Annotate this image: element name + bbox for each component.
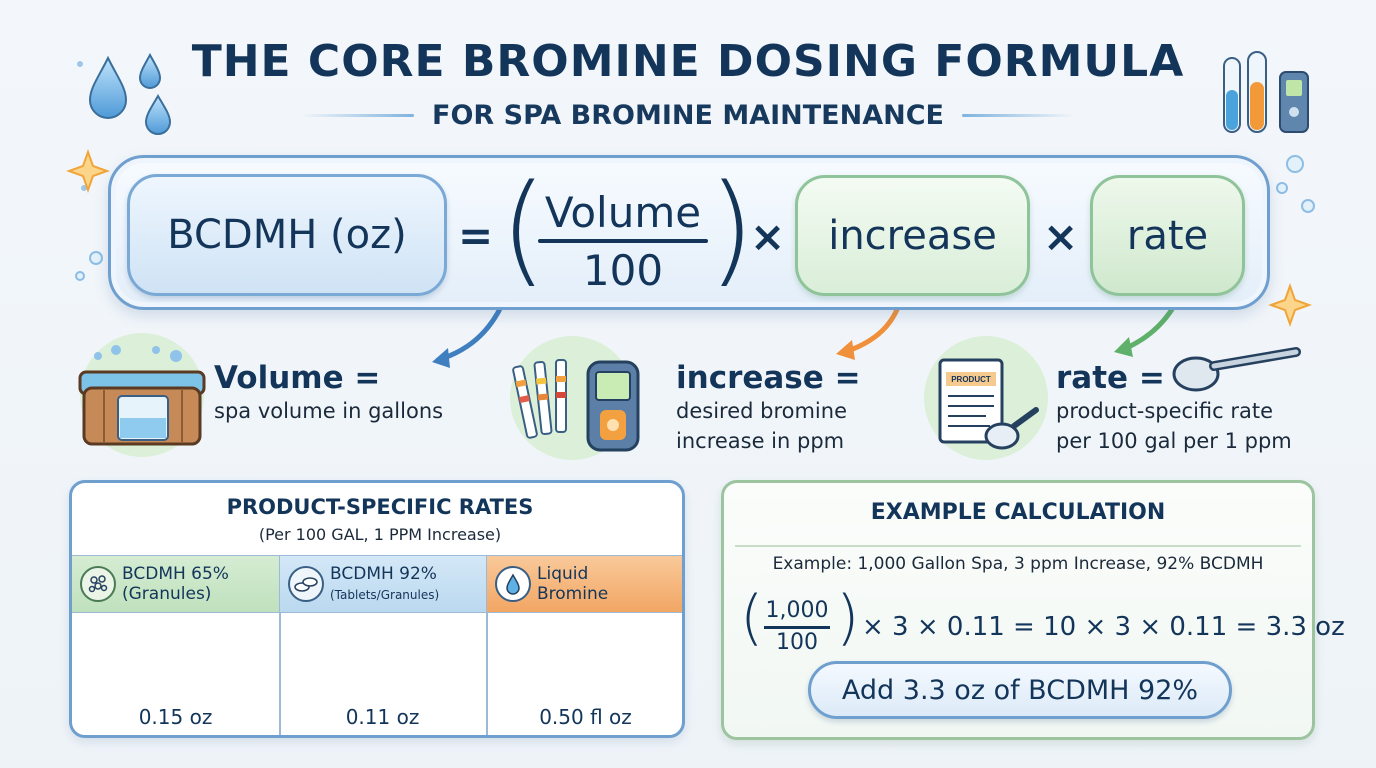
formula-times-1: × [750, 212, 786, 261]
formula-times-2: × [1043, 212, 1079, 261]
formula-increase-pill: increase [795, 175, 1030, 296]
product-rates-panel: PRODUCT-SPECIFIC RATES (Per 100 GAL, 1 P… [69, 480, 685, 738]
definition-volume-term: Volume = [214, 360, 381, 396]
sparkle-icon [66, 149, 110, 193]
bubbles-icon [75, 155, 1315, 281]
definition-increase-term: increase = [676, 360, 861, 396]
test-tubes-icon [1223, 51, 1309, 133]
example-left-paren: ( [740, 583, 764, 653]
product-label-icon [938, 358, 1039, 450]
rate-name: Liquid [537, 564, 589, 584]
example-fraction-bar [764, 626, 830, 629]
definition-volume-text: spa volume in gallons [214, 399, 444, 423]
definition-increase-line1: desired bromine [676, 399, 847, 423]
formula-fraction-bar [538, 239, 708, 243]
water-drops-icon [77, 52, 172, 191]
rate-value-liquid-bromine: 0.50 fl oz [539, 705, 632, 729]
subtitle-row: FOR SPA BROMINE MAINTENANCE [300, 98, 1076, 132]
definition-rate-line1: product-specific rate [1056, 399, 1274, 423]
formula-numerator: Volume [544, 188, 702, 237]
subtitle-divider-right [961, 113, 1076, 117]
definition-increase-line2: increase in ppm [676, 429, 845, 453]
rate-detail: (Granules) [122, 584, 212, 604]
formula-equals: = [458, 211, 494, 260]
formula-lhs-pill: BCDMH (oz) [127, 174, 447, 296]
rates-title: PRODUCT-SPECIFIC RATES [226, 495, 534, 519]
page-subtitle: FOR SPA BROMINE MAINTENANCE [432, 99, 944, 131]
drop-icon [495, 566, 531, 602]
column-divider [279, 613, 281, 735]
hot-tub-icon [78, 345, 206, 446]
example-scenario: Example: 1,000 Gallon Spa, 3 ppm Increas… [772, 554, 1264, 574]
page-title: THE CORE BROMINE DOSING FORMULA [191, 36, 1185, 87]
example-numerator: 1,000 [765, 598, 829, 623]
measuring-scoop-icon [1172, 347, 1301, 392]
rate-name: BCDMH 65% [122, 564, 229, 584]
rate-header-liquid-bromine: Liquid Bromine [486, 555, 682, 613]
rate-detail: Bromine [537, 584, 609, 604]
subtitle-divider-left [300, 113, 415, 117]
definition-rate-term: rate = [1056, 360, 1165, 396]
rate-detail: (Tablets/Granules) [330, 587, 440, 602]
rate-header-bcdmh-65: BCDMH 65% (Granules) [72, 555, 279, 613]
test-strips-icon [512, 359, 567, 439]
formula-denominator: 100 [582, 246, 664, 295]
meter-icon [586, 360, 640, 452]
product-label-text: PRODUCT [951, 375, 991, 384]
tablets-small-icon [288, 566, 324, 602]
example-title: EXAMPLE CALCULATION [870, 500, 1166, 525]
example-calculation: × 3 × 0.11 = 10 × 3 × 0.11 = 3.3 oz [862, 612, 1345, 642]
rate-value-bcdmh-92: 0.11 oz [345, 705, 420, 729]
rate-header-bcdmh-92: BCDMH 92% (Tablets/Granules) [279, 555, 486, 613]
rates-subtitle: (Per 100 GAL, 1 PPM Increase) [258, 525, 502, 544]
definition-rate-line2: per 100 gal per 1 ppm [1056, 429, 1292, 453]
rate-name: BCDMH 92% [330, 563, 437, 584]
example-result-pill: Add 3.3 oz of BCDMH 92% [808, 661, 1232, 719]
granules-icon [80, 566, 116, 602]
formula-rate-pill: rate [1090, 175, 1245, 296]
example-divider [735, 545, 1301, 547]
formula-left-paren: ( [500, 160, 547, 299]
sparkle-icon [1268, 283, 1312, 327]
rate-value-bcdmh-65: 0.15 oz [138, 705, 213, 729]
example-right-paren: ) [836, 583, 860, 653]
formula-right-paren: ) [708, 160, 755, 299]
column-divider [486, 613, 488, 735]
example-denominator: 100 [776, 630, 818, 655]
